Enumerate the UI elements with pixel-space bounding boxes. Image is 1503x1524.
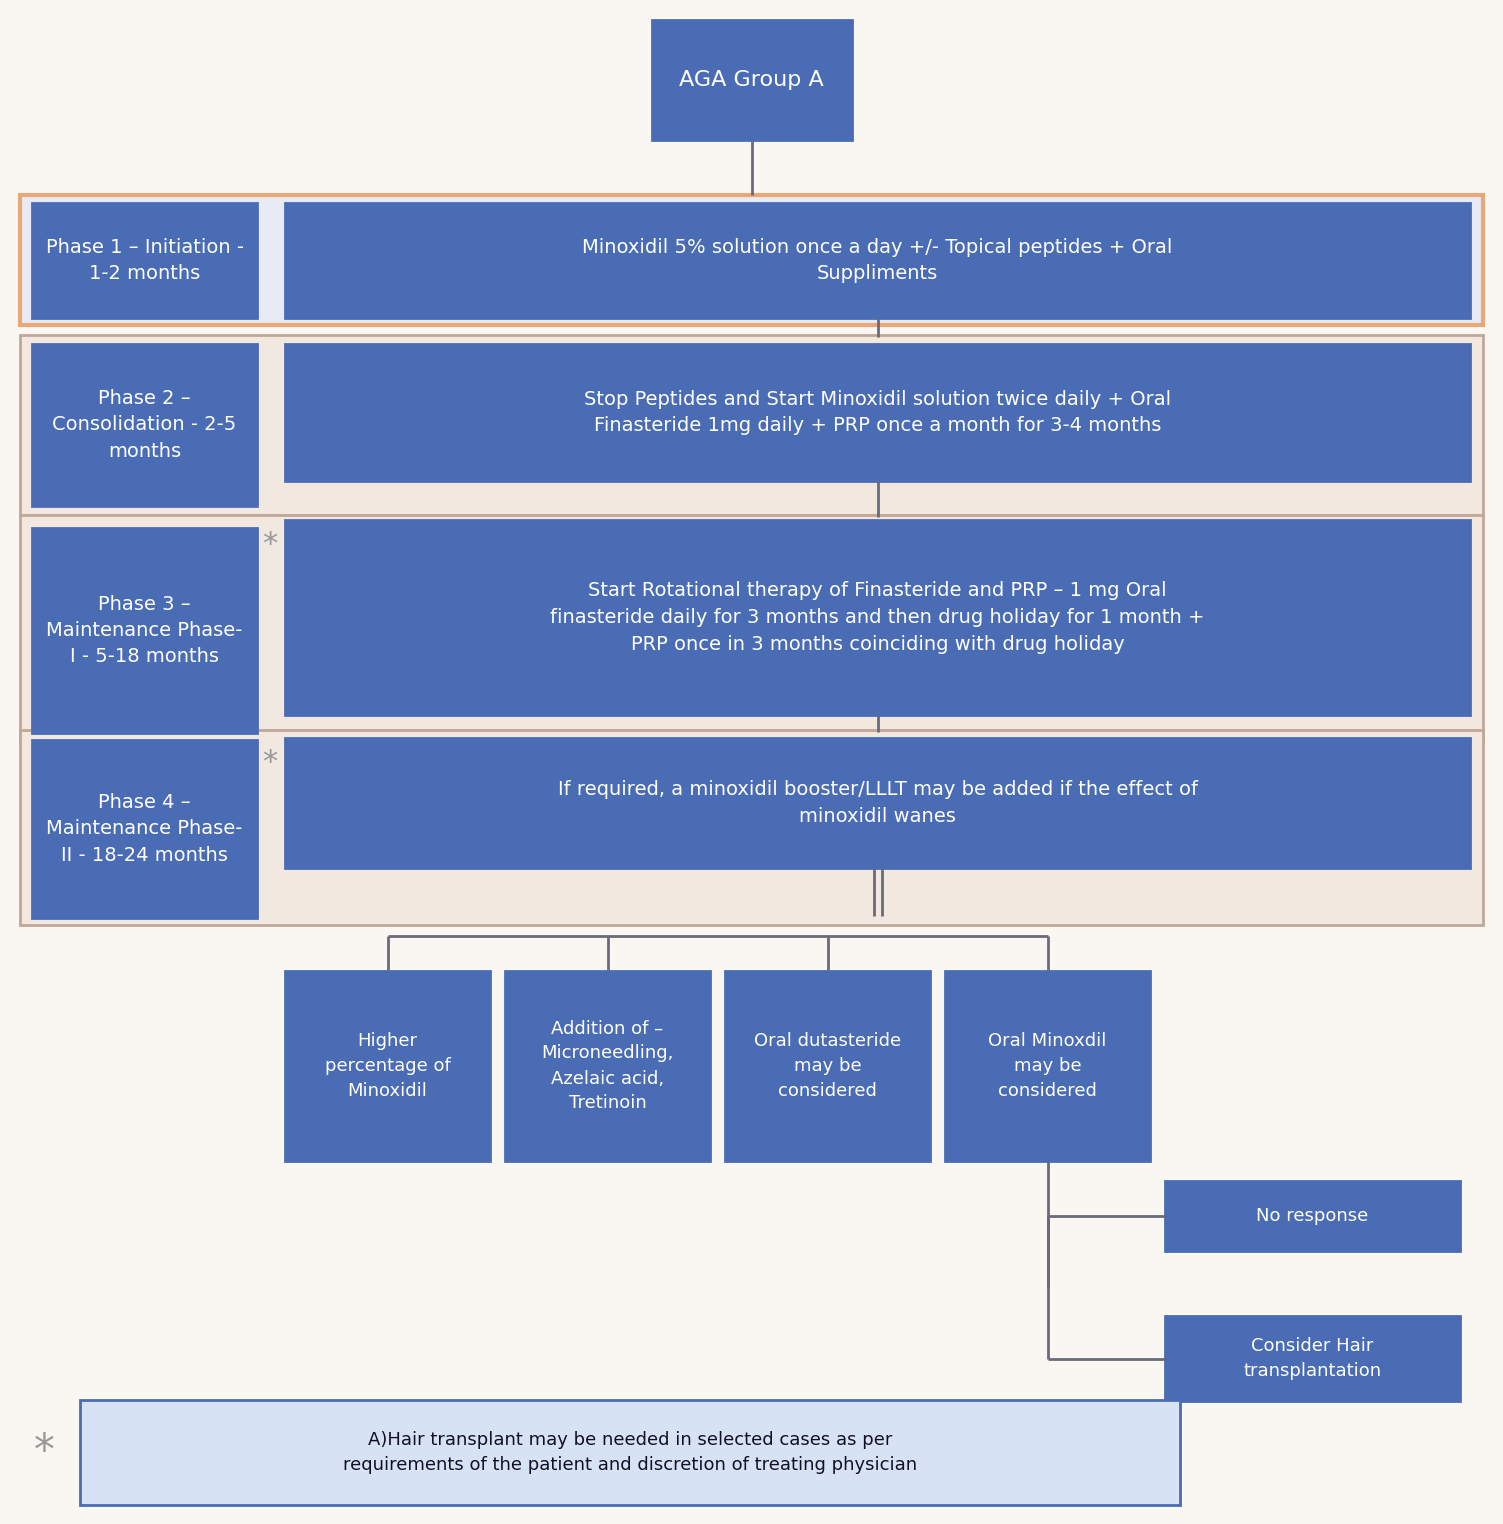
Bar — [724, 971, 930, 1161]
Text: Start Rotational therapy of Finasteride and PRP – 1 mg Oral
finasteride daily fo: Start Rotational therapy of Finasteride … — [550, 582, 1205, 654]
Bar — [1165, 1317, 1459, 1401]
Text: Oral Minoxdil
may be
considered: Oral Minoxdil may be considered — [989, 1032, 1106, 1100]
Bar — [1165, 1181, 1459, 1251]
Text: Consider Hair
transplantation: Consider Hair transplantation — [1243, 1337, 1381, 1381]
Bar — [32, 344, 257, 506]
Bar — [32, 741, 257, 917]
Text: Phase 1 – Initiation -
1-2 months: Phase 1 – Initiation - 1-2 months — [45, 238, 243, 283]
Text: Stop Peptides and Start Minoxidil solution twice daily + Oral
Finasteride 1mg da: Stop Peptides and Start Minoxidil soluti… — [585, 390, 1171, 436]
Bar — [20, 515, 1483, 741]
Text: Minoxidil 5% solution once a day +/- Topical peptides + Oral
Suppliments: Minoxidil 5% solution once a day +/- Top… — [582, 238, 1172, 283]
Bar — [945, 971, 1150, 1161]
Bar — [20, 335, 1483, 515]
Text: *: * — [263, 530, 278, 559]
Bar — [286, 344, 1470, 482]
Bar — [286, 738, 1470, 869]
Bar — [505, 971, 709, 1161]
Bar — [80, 1401, 1180, 1506]
Text: *: * — [33, 1431, 54, 1474]
Text: *: * — [263, 748, 278, 777]
Text: A)Hair transplant may be needed in selected cases as per
requirements of the pat: A)Hair transplant may be needed in selec… — [343, 1431, 917, 1474]
Text: No response: No response — [1257, 1207, 1369, 1225]
Bar — [651, 20, 852, 140]
Text: Addition of –
Microneedling,
Azelaic acid,
Tretinoin: Addition of – Microneedling, Azelaic aci… — [541, 1020, 673, 1113]
Bar — [20, 195, 1483, 325]
Text: If required, a minoxidil booster/LLLT may be added if the effect of
minoxidil wa: If required, a minoxidil booster/LLLT ma… — [558, 780, 1198, 826]
Text: AGA Group A: AGA Group A — [679, 70, 824, 90]
Text: Phase 3 –
Maintenance Phase-
I - 5-18 months: Phase 3 – Maintenance Phase- I - 5-18 mo… — [47, 594, 242, 666]
Bar — [286, 203, 1470, 319]
Text: Phase 2 –
Consolidation - 2-5
months: Phase 2 – Consolidation - 2-5 months — [53, 389, 236, 460]
Bar — [32, 527, 257, 733]
Bar — [20, 730, 1483, 925]
Bar — [286, 971, 490, 1161]
Text: Higher
percentage of
Minoxidil: Higher percentage of Minoxidil — [325, 1032, 451, 1100]
Text: Phase 4 –
Maintenance Phase-
II - 18-24 months: Phase 4 – Maintenance Phase- II - 18-24 … — [47, 792, 242, 866]
Bar — [32, 203, 257, 319]
Bar — [286, 520, 1470, 715]
Text: Oral dutasteride
may be
considered: Oral dutasteride may be considered — [755, 1032, 902, 1100]
